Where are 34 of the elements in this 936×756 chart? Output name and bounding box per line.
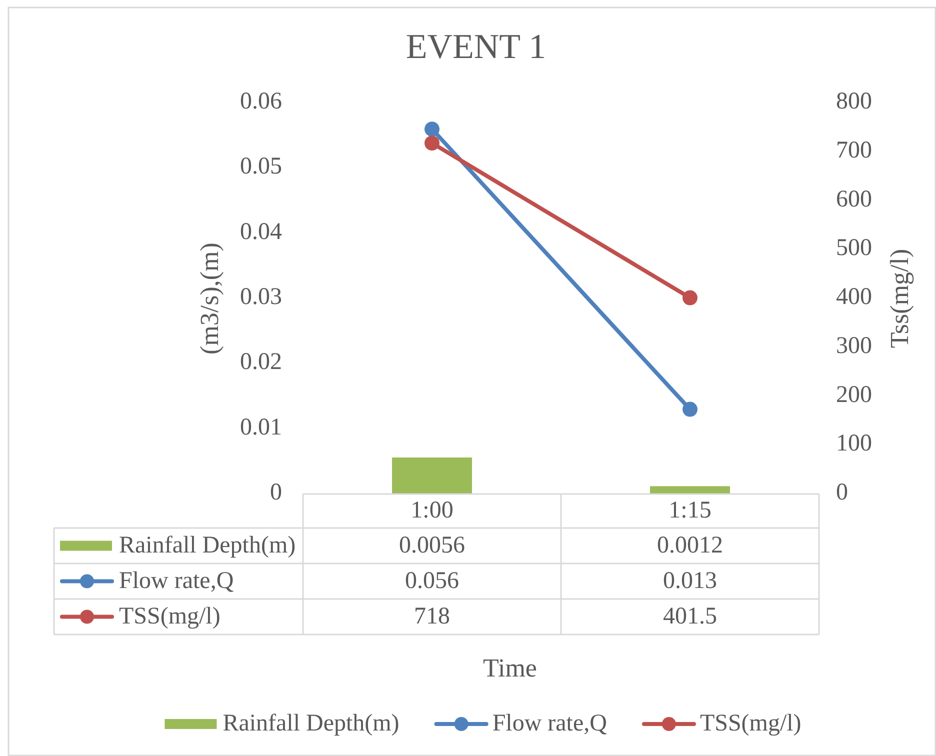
- y2-tick-label: 0: [836, 480, 848, 506]
- y-tick-label: 0.01: [240, 414, 282, 440]
- data-label: 0.056: [405, 568, 459, 594]
- x-axis-title: Time: [483, 653, 537, 682]
- y2-tick-label: 300: [836, 332, 872, 359]
- text: TSS(mg/l): [700, 710, 802, 737]
- y2-tick-label: 200: [836, 382, 872, 408]
- y2-tick-label: 100: [836, 430, 872, 457]
- data-label: 0.0012: [657, 532, 723, 558]
- y-axis-title: (m3/s),(m): [194, 242, 224, 354]
- legend-label: Rainfall Depth(m): [119, 532, 296, 558]
- y2-tick-label: 400: [836, 284, 872, 310]
- data-label: 0.013: [663, 568, 717, 594]
- text: Rainfall Depth(m): [222, 710, 400, 737]
- legend-label: Flow rate,Q: [119, 568, 234, 594]
- legend-label: TSS(mg/l): [119, 603, 220, 630]
- chart-title: EVENT 1: [406, 27, 546, 66]
- y2-axis-title: Tss(mg/l): [884, 248, 914, 348]
- y-tick-label: 0.03: [240, 284, 282, 310]
- y2-tick-label: 600: [836, 186, 872, 212]
- text: Flow rate,Q: [492, 710, 607, 737]
- y-tick-label: 0.02: [240, 349, 282, 376]
- data-label: 0.0056: [399, 532, 465, 558]
- data-label: 718: [414, 603, 450, 630]
- y-tick-label: 0: [270, 480, 282, 506]
- x-tick-label: 1:00: [410, 498, 454, 524]
- y-tick-label: 0.04: [240, 218, 282, 245]
- data-label: 401.5: [663, 603, 717, 630]
- y-tick-label: 0.05: [240, 154, 282, 180]
- y-tick-label: 0.06: [240, 88, 282, 115]
- x-tick-label: 1:15: [668, 498, 712, 524]
- y2-tick-label: 800: [836, 88, 872, 115]
- y2-tick-label: 500: [836, 235, 872, 262]
- y2-tick-label: 700: [836, 137, 872, 164]
